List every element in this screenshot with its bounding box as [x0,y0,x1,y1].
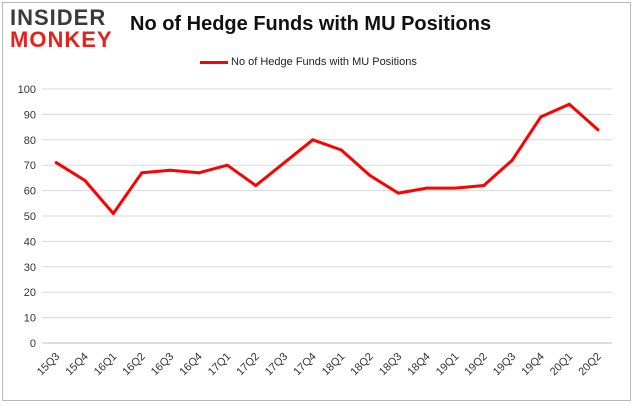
data-point [482,184,486,188]
x-tick-label: 15Q4 [63,351,91,379]
insider-monkey-logo: INSIDER MONKEY [10,6,122,52]
chart-frame [2,2,631,401]
data-point [225,163,229,167]
x-tick-label: 18Q3 [377,351,405,379]
data-point [54,161,58,165]
y-tick-label: 20 [24,287,36,299]
y-tick-label: 50 [24,211,36,223]
chart-legend: No of Hedge Funds with MU Positions [200,54,417,70]
data-point [111,211,115,215]
y-tick-label: 90 [24,109,36,121]
series-line [54,102,600,215]
data-point [453,186,457,190]
y-tick-label: 40 [24,236,36,248]
x-tick-label: 17Q4 [291,351,319,379]
data-point [282,161,286,165]
legend-swatch [200,60,228,64]
x-tick-label: 18Q1 [320,351,348,379]
x-tick-label: 19Q1 [434,351,462,379]
x-tick-label: 19Q3 [491,351,519,379]
y-tick-label: 80 [24,135,36,147]
y-tick-label: 70 [24,160,36,172]
data-point [396,191,400,195]
y-tick-label: 0 [30,338,36,350]
x-tick-label: 15Q3 [35,351,63,379]
data-point [168,168,172,172]
x-tick-label: 17Q2 [234,351,262,379]
data-point [254,184,258,188]
data-point [510,158,514,162]
x-tick-label: 19Q4 [519,351,547,379]
x-tick-label: 20Q2 [576,351,604,379]
data-point [368,173,372,177]
data-point [311,138,315,142]
data-point [596,128,600,132]
logo-line-2: MONKEY [10,27,113,52]
logo-line-1: INSIDER [10,5,107,30]
y-tick-label: 10 [24,313,36,325]
chart-title: No of Hedge Funds with MU Positions [130,13,492,35]
x-tick-label: 16Q4 [177,351,205,379]
legend-label: No of Hedge Funds with MU Positions [231,56,417,68]
data-point [197,171,201,175]
data-point [539,115,543,119]
y-tick-label: 30 [24,262,36,274]
y-tick-label: 60 [24,186,36,198]
x-tick-label: 17Q3 [263,351,291,379]
x-tick-label: 16Q3 [149,351,177,379]
y-tick-label: 100 [18,84,36,96]
x-tick-label: 19Q2 [462,351,490,379]
data-point [140,171,144,175]
data-point [425,186,429,190]
x-tick-label: 16Q2 [120,351,148,379]
x-tick-label: 18Q2 [348,351,376,379]
x-tick-label: 17Q1 [206,351,234,379]
data-point [83,178,87,182]
x-tick-label: 16Q1 [92,351,120,379]
x-tick-label: 20Q1 [548,351,576,379]
x-tick-label: 18Q4 [405,351,433,379]
data-point [339,148,343,152]
data-point [567,102,571,106]
